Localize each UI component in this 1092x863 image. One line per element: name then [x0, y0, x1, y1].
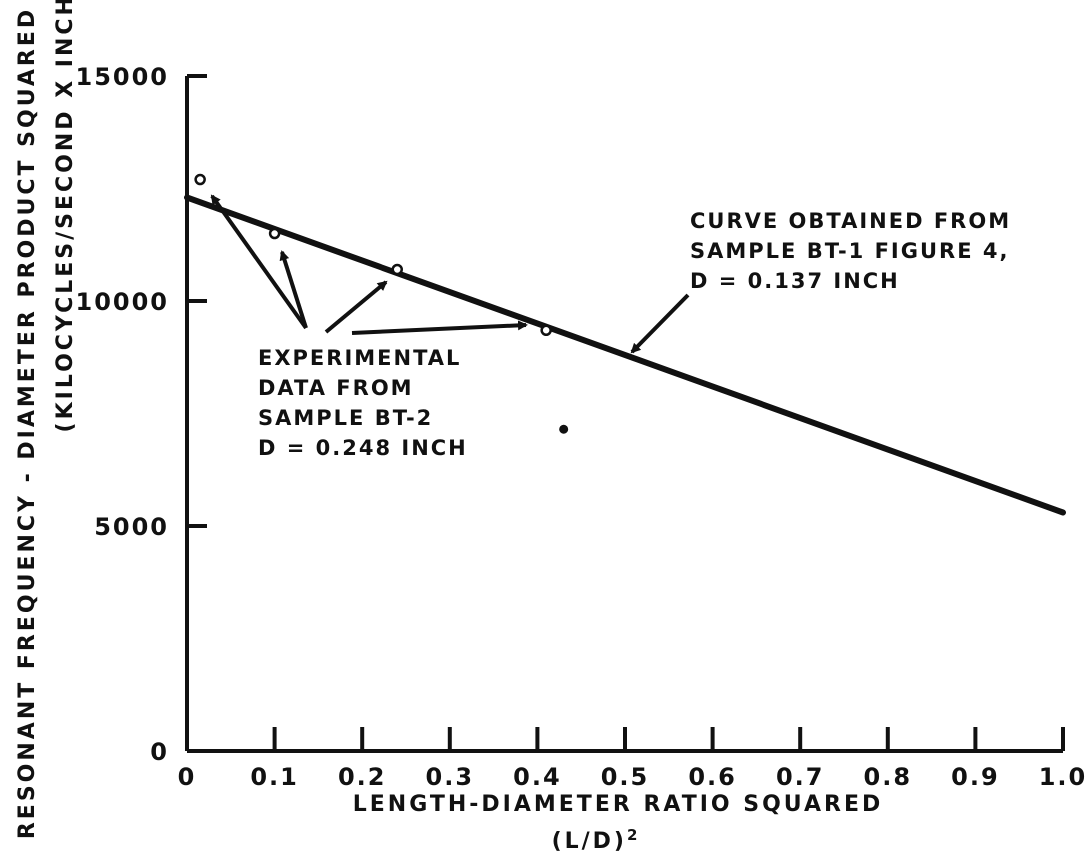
data-annotation-line-3: SAMPLE BT-2: [258, 406, 433, 430]
x-tick-label: 1.0: [1039, 763, 1088, 791]
y-axis-subtitle-text: (KILOCYCLES/SECOND X INCH): [53, 0, 78, 432]
data-annotation-line-2: DATA FROM: [258, 376, 414, 400]
data-point: [391, 263, 403, 276]
x-tick-label: 0.4: [513, 763, 562, 791]
arrow-curve: [630, 293, 690, 354]
y-tick-label: 5000: [94, 513, 169, 541]
curve-annotation-line-1: CURVE OBTAINED FROM: [690, 209, 1011, 233]
x-tick-label: 0.5: [601, 763, 650, 791]
data-point: [268, 227, 281, 240]
x-tick-label: 0.1: [250, 763, 299, 791]
curve-annotation-line-2: SAMPLE BT-1 FIGURE 4,: [690, 239, 1009, 263]
arrow-point-3: [324, 280, 388, 334]
x-axis-subtitle-sup: 2: [627, 826, 640, 844]
x-axis-subtitle: (L/D)2: [552, 826, 641, 854]
x-tick-label: 0.9: [951, 763, 1000, 791]
data-point: [540, 324, 552, 336]
x-tick-label: 0.3: [426, 763, 475, 791]
arrow-point-4: [351, 320, 528, 335]
y-axis-title: RESONANT FREQUENCY - DIAMETER PRODUCT SQ…: [15, 7, 40, 839]
annotation-arrows: [210, 194, 690, 354]
chart-marks: [184, 173, 1066, 516]
x-tick-label: 0: [178, 763, 197, 791]
y-axis-title-main: RESONANT FREQUENCY - DIAMETER PRODUCT SQ…: [15, 7, 40, 839]
stray-point: [559, 424, 569, 434]
y-tick-label: 10000: [76, 288, 170, 316]
axes: 0 5000 10000 15000 0 0.1 0.2 0.3 0.4 0.5 0.6 0.7 0.8…: [76, 63, 1088, 791]
y-tick-label: 0: [150, 738, 169, 766]
data-annotation-line-1: EXPERIMENTAL: [258, 346, 461, 370]
x-tick-label: 0.7: [776, 763, 825, 791]
data-annotation-line-4: D = 0.248 INCH: [258, 436, 468, 460]
curve-annotation-line-3: D = 0.137 INCH: [690, 269, 900, 293]
x-axis-subtitle-text: (L/D): [552, 829, 627, 854]
curve-annotation: CURVE OBTAINED FROM SAMPLE BT-1 FIGURE 4…: [690, 209, 1020, 293]
data-annotation: EXPERIMENTAL DATA FROM SAMPLE BT-2 D = 0…: [258, 346, 471, 460]
y-tick-label: 15000: [76, 63, 170, 91]
x-tick-label: 0.2: [338, 763, 387, 791]
series-line: [184, 194, 1066, 516]
data-point: [194, 173, 206, 186]
arrow-point-2: [279, 250, 308, 329]
x-tick-label: 0.6: [688, 763, 737, 791]
x-axis-title: LENGTH-DIAMETER RATIO SQUARED: [353, 792, 884, 817]
x-tick-label: 0.8: [864, 763, 913, 791]
arrow-point-1: [210, 194, 308, 330]
y-axis-subtitle: (KILOCYCLES/SECOND X INCH)2: [50, 0, 78, 432]
